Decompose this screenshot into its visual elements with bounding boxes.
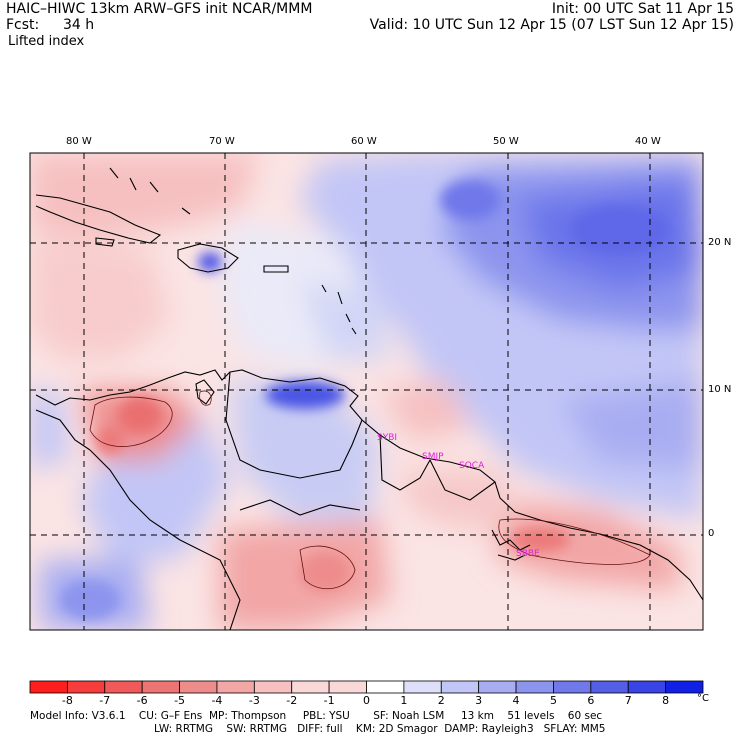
colorbar-bin bbox=[665, 680, 704, 694]
colorbar-tick-label: 3 bbox=[475, 694, 483, 707]
colorbar-tick-label: -6 bbox=[136, 694, 148, 707]
colorbar-bin bbox=[515, 680, 554, 694]
colorbar-bin bbox=[478, 680, 517, 694]
colorbar-bin bbox=[104, 680, 143, 694]
colorbar-bin bbox=[216, 680, 255, 694]
init-time: Init: 00 UTC Sat 11 Apr 15 bbox=[551, 1, 734, 17]
station-sybi: SYBI bbox=[377, 433, 398, 443]
colorbar-bin bbox=[29, 680, 68, 694]
colorbar-bin bbox=[66, 680, 106, 694]
colorbar-bin bbox=[590, 680, 629, 694]
colorbar-bin bbox=[179, 680, 218, 694]
colorbar-tick-label: 6 bbox=[587, 694, 595, 707]
valid-time: Valid: 10 UTC Sun 12 Apr 15 (07 LST Sun … bbox=[369, 17, 734, 33]
lat-label-0: 0 bbox=[708, 528, 715, 539]
colorbar-tick-label: -5 bbox=[174, 694, 186, 707]
lon-label-70w: 70 W bbox=[209, 136, 235, 147]
graticule bbox=[30, 153, 703, 630]
colorbar-bin bbox=[440, 680, 480, 694]
colorbar-bin bbox=[553, 680, 592, 694]
colorbar-tick-label: -8 bbox=[61, 694, 73, 707]
colorbar-tick-label: -2 bbox=[286, 694, 298, 707]
colorbar-bin bbox=[141, 680, 180, 694]
colorbar-bin bbox=[253, 680, 293, 694]
lon-label-80w: 80 W bbox=[66, 136, 92, 147]
colorbar-tick-label: 0 bbox=[363, 694, 370, 707]
colorbar-unit: °C bbox=[697, 693, 709, 704]
colorbar bbox=[29, 680, 704, 694]
colorbar-tick-label: -4 bbox=[211, 694, 223, 707]
colorbar-tick-label: -7 bbox=[99, 694, 111, 707]
station-soca: SOCA bbox=[459, 461, 485, 471]
contour-lines bbox=[89, 390, 651, 589]
colorbar-bin bbox=[627, 680, 667, 694]
lat-label-10n: 10 N bbox=[708, 384, 732, 395]
colorbar-tick-label: 4 bbox=[512, 694, 520, 707]
colorbar-tick-label: 7 bbox=[624, 694, 632, 707]
field-name: Lifted index bbox=[8, 34, 85, 49]
colorbar-tick-label: -1 bbox=[323, 694, 335, 707]
lat-label-20n: 20 N bbox=[708, 237, 732, 248]
forecast-label: Fcst: bbox=[6, 17, 40, 33]
map-frame bbox=[29, 152, 704, 631]
colorbar-bin bbox=[291, 680, 330, 694]
model-info-line2: LW: RRTMG SW: RRTMG DIFF: full KM: 2D Sm… bbox=[154, 723, 606, 735]
station-smjp: SMJP bbox=[422, 452, 444, 462]
colorbar-bin bbox=[366, 680, 405, 694]
model-title: HAIC–HIWC 13km ARW–GFS init NCAR/MMM bbox=[6, 1, 313, 17]
colorbar-bin bbox=[328, 680, 367, 694]
model-info-line1: Model Info: V3.6.1 CU: G–F Ens MP: Thomp… bbox=[30, 710, 603, 722]
colorbar-tick-label: -3 bbox=[248, 694, 260, 707]
colorbar-tick-label: 8 bbox=[662, 694, 670, 707]
forecast-hour: 34 h bbox=[63, 17, 95, 33]
lon-label-60w: 60 W bbox=[351, 136, 377, 147]
colorbar-tick-label: 2 bbox=[437, 694, 445, 707]
lon-label-40w: 40 W bbox=[635, 136, 661, 147]
colorbar-bin bbox=[403, 680, 442, 694]
colorbar-tick-label: 1 bbox=[400, 694, 408, 707]
lon-label-50w: 50 W bbox=[493, 136, 519, 147]
station-sbbe: SBBE bbox=[516, 549, 540, 559]
colorbar-tick-label: 5 bbox=[549, 694, 557, 707]
